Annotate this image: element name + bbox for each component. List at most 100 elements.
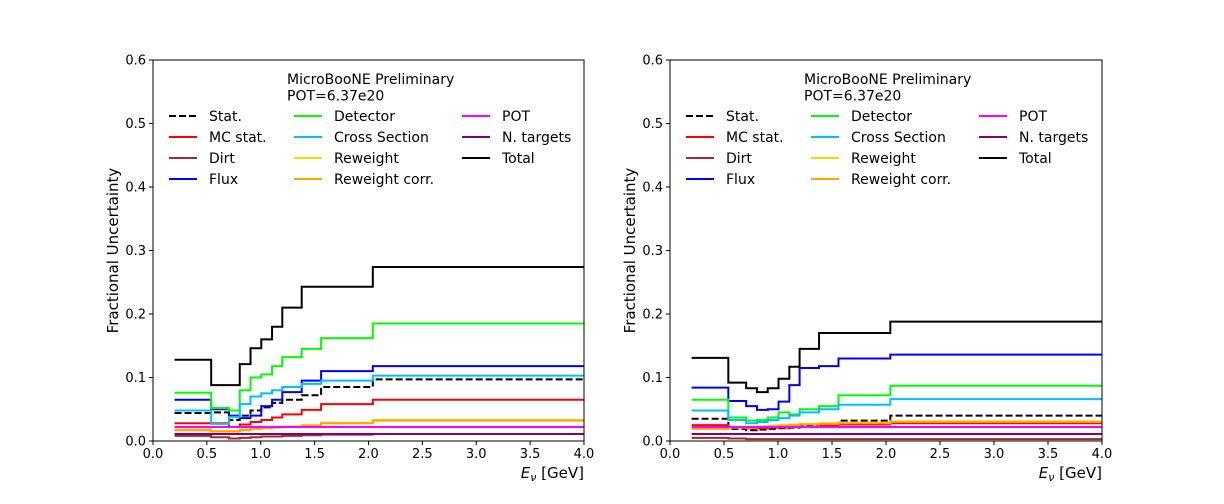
series-line-dirt bbox=[691, 436, 1102, 441]
legend-item: Total bbox=[462, 151, 535, 167]
legend-item: Stat. bbox=[169, 109, 242, 125]
x-tick-label: 1.5 bbox=[304, 447, 325, 462]
legend-item: Flux bbox=[169, 172, 238, 188]
legend-label: Total bbox=[501, 151, 535, 167]
legend-label: POT bbox=[1019, 109, 1047, 125]
legend-label: MC stat. bbox=[209, 130, 267, 146]
y-tick-label: 0.6 bbox=[642, 54, 663, 69]
legend-label: Detector bbox=[851, 109, 912, 125]
legend-item: Stat. bbox=[686, 109, 759, 125]
legend-label: N. targets bbox=[502, 130, 571, 146]
series-line-cross-section bbox=[691, 398, 1102, 425]
legend-item: Dirt bbox=[686, 151, 752, 167]
series-group bbox=[174, 266, 584, 440]
x-tick-label: 3.0 bbox=[984, 447, 1005, 462]
legend-label: Dirt bbox=[209, 151, 235, 167]
legend-label: Reweight corr. bbox=[851, 172, 951, 188]
legend-label: POT bbox=[502, 109, 530, 125]
legend-item: Reweight corr. bbox=[294, 172, 434, 188]
annotation-line: MicroBooNE Preliminary bbox=[287, 72, 454, 88]
legend-label: Stat. bbox=[726, 109, 759, 125]
legend-item: Total bbox=[979, 151, 1052, 167]
legend-label: Flux bbox=[726, 172, 755, 188]
series-line-flux bbox=[174, 365, 584, 420]
x-tick-label: 0.0 bbox=[143, 447, 164, 462]
y-tick-label: 0.3 bbox=[642, 244, 663, 259]
legend-item: Cross Section bbox=[294, 130, 429, 146]
y-tick-label: 0.6 bbox=[125, 54, 146, 69]
legend-item: MC stat. bbox=[169, 130, 267, 146]
y-axis-label: Fractional Uncertainty bbox=[104, 168, 122, 334]
y-tick-label: 0.5 bbox=[125, 117, 146, 132]
x-tick-label: 4.0 bbox=[574, 447, 595, 462]
legend-item: Reweight corr. bbox=[811, 172, 951, 188]
legend-label: Cross Section bbox=[334, 130, 429, 146]
chart-panel-2: 0.0 0.5 1.0 1.5 2.0 2.5 3.0 3.5 4.0 0.0 0.1 0.2 0.3 0… bbox=[621, 54, 1112, 485]
legend-label: Cross Section bbox=[851, 130, 946, 146]
annotation-line: POT=6.37e20 bbox=[287, 89, 384, 105]
annotation-line: MicroBooNE Preliminary bbox=[804, 72, 971, 88]
legend-item: Cross Section bbox=[811, 130, 946, 146]
x-tick-label: 3.5 bbox=[520, 447, 541, 462]
series-line-mc-stat bbox=[174, 398, 584, 429]
legend-item: POT bbox=[462, 109, 530, 125]
x-tick-label: 0.5 bbox=[197, 447, 218, 462]
legend-item: POT bbox=[979, 109, 1047, 125]
legend-label: Reweight corr. bbox=[334, 172, 434, 188]
legend-item: Dirt bbox=[169, 151, 235, 167]
legend-label: Dirt bbox=[726, 151, 752, 167]
annotation-line: POT=6.37e20 bbox=[804, 89, 901, 105]
y-tick-label: 0.2 bbox=[642, 308, 663, 323]
x-tick-label: 2.0 bbox=[358, 447, 379, 462]
x-axis-label: Eν [GeV] bbox=[1039, 464, 1102, 484]
series-line-total bbox=[174, 266, 584, 387]
x-tick-label: 1.5 bbox=[822, 447, 843, 462]
x-tick-label: 1.0 bbox=[250, 447, 271, 462]
legend-item: Reweight bbox=[811, 151, 916, 167]
y-axis-label: Fractional Uncertainty bbox=[621, 168, 639, 334]
legend: Stat. MC stat. Dirt Flux Detector Cross Secti… bbox=[169, 109, 571, 188]
x-tick-label: 4.0 bbox=[1092, 447, 1113, 462]
x-tick-label: 0.5 bbox=[714, 447, 735, 462]
legend-item: N. targets bbox=[979, 130, 1088, 146]
legend-label: Flux bbox=[209, 172, 238, 188]
y-tick-label: 0.1 bbox=[642, 371, 663, 386]
chart-panel-1: 0.0 0.5 1.0 1.5 2.0 2.5 3.0 3.5 4.0 0.0 0.1 0.2 0.3 0… bbox=[104, 54, 594, 485]
legend-label: Stat. bbox=[209, 109, 242, 125]
x-tick-label: 0.0 bbox=[660, 447, 681, 462]
y-tick-label: 0.4 bbox=[125, 181, 146, 196]
x-tick-label: 2.5 bbox=[930, 447, 951, 462]
legend-item: Detector bbox=[294, 109, 395, 125]
series-line-reweight-corr bbox=[174, 419, 584, 433]
legend-label: Detector bbox=[334, 109, 395, 125]
series-line-total bbox=[691, 320, 1102, 394]
legend-item: MC stat. bbox=[686, 130, 784, 146]
y-tick-label: 0.4 bbox=[642, 181, 663, 196]
legend-item: Reweight bbox=[294, 151, 399, 167]
legend: Stat. MC stat. Dirt Flux Detector Cross Secti… bbox=[686, 109, 1088, 188]
y-tick-label: 0.2 bbox=[125, 308, 146, 323]
y-tick-label: 0.3 bbox=[125, 244, 146, 259]
legend-item: Detector bbox=[811, 109, 912, 125]
series-line-stat bbox=[174, 378, 584, 422]
legend-label: MC stat. bbox=[726, 130, 784, 146]
legend-label: N. targets bbox=[1019, 130, 1088, 146]
legend-item: N. targets bbox=[462, 130, 571, 146]
x-tick-label: 3.5 bbox=[1038, 447, 1059, 462]
series-line-flux bbox=[691, 353, 1102, 411]
series-line-detector bbox=[174, 322, 584, 412]
x-axis-label: Eν [GeV] bbox=[521, 464, 584, 484]
y-tick-label: 0.0 bbox=[642, 435, 663, 450]
x-tick-label: 2.0 bbox=[876, 447, 897, 462]
legend-label: Reweight bbox=[334, 151, 399, 167]
series-line-cross-section bbox=[174, 374, 584, 425]
legend-label: Reweight bbox=[851, 151, 916, 167]
series-group bbox=[691, 320, 1102, 441]
y-tick-label: 0.0 bbox=[125, 435, 146, 450]
legend-item: Flux bbox=[686, 172, 755, 188]
y-tick-label: 0.1 bbox=[125, 371, 146, 386]
x-tick-label: 1.0 bbox=[768, 447, 789, 462]
